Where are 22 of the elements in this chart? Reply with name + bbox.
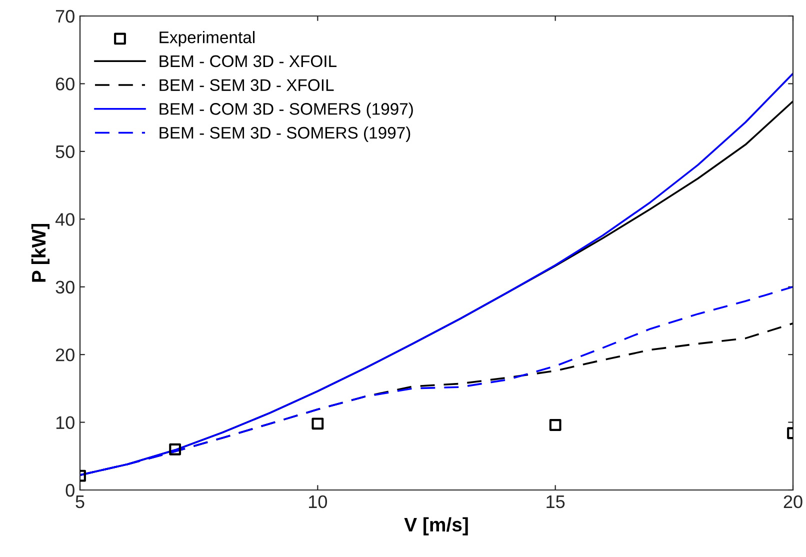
y-tick-label: 70	[56, 10, 74, 23]
y-tick-label: 10	[56, 416, 74, 430]
legend-label: BEM - COM 3D - XFOIL	[160, 55, 336, 68]
y-tick-label: 0	[66, 484, 74, 497]
legend-label: Experimental	[160, 31, 254, 47]
y-tick-label: 60	[56, 78, 74, 90]
y-tick-label: 40	[55, 213, 74, 226]
point	[312, 418, 324, 430]
point	[549, 419, 562, 431]
y-tick-label: 30	[56, 280, 74, 294]
y-tick-label: 50	[56, 145, 74, 158]
y-axis-title: P [kW]	[31, 224, 50, 282]
y-tick-label: 20	[56, 348, 74, 362]
legend-label: BEM - SEM 3D - XFOIL	[160, 79, 334, 91]
legend-label: BEM - COM 3D - SOMERS (1997)	[160, 102, 413, 118]
x-tick-label: 5	[76, 496, 84, 508]
point	[169, 443, 182, 456]
legend-label: BEM - SEM 3D - SOMERS (1997)	[160, 126, 410, 142]
x-axis-title: V [m/s]	[404, 517, 468, 536]
x-tick-label: 10	[309, 495, 328, 508]
x-tick-label: 20	[784, 495, 802, 508]
x-tick-label: 15	[546, 496, 565, 508]
